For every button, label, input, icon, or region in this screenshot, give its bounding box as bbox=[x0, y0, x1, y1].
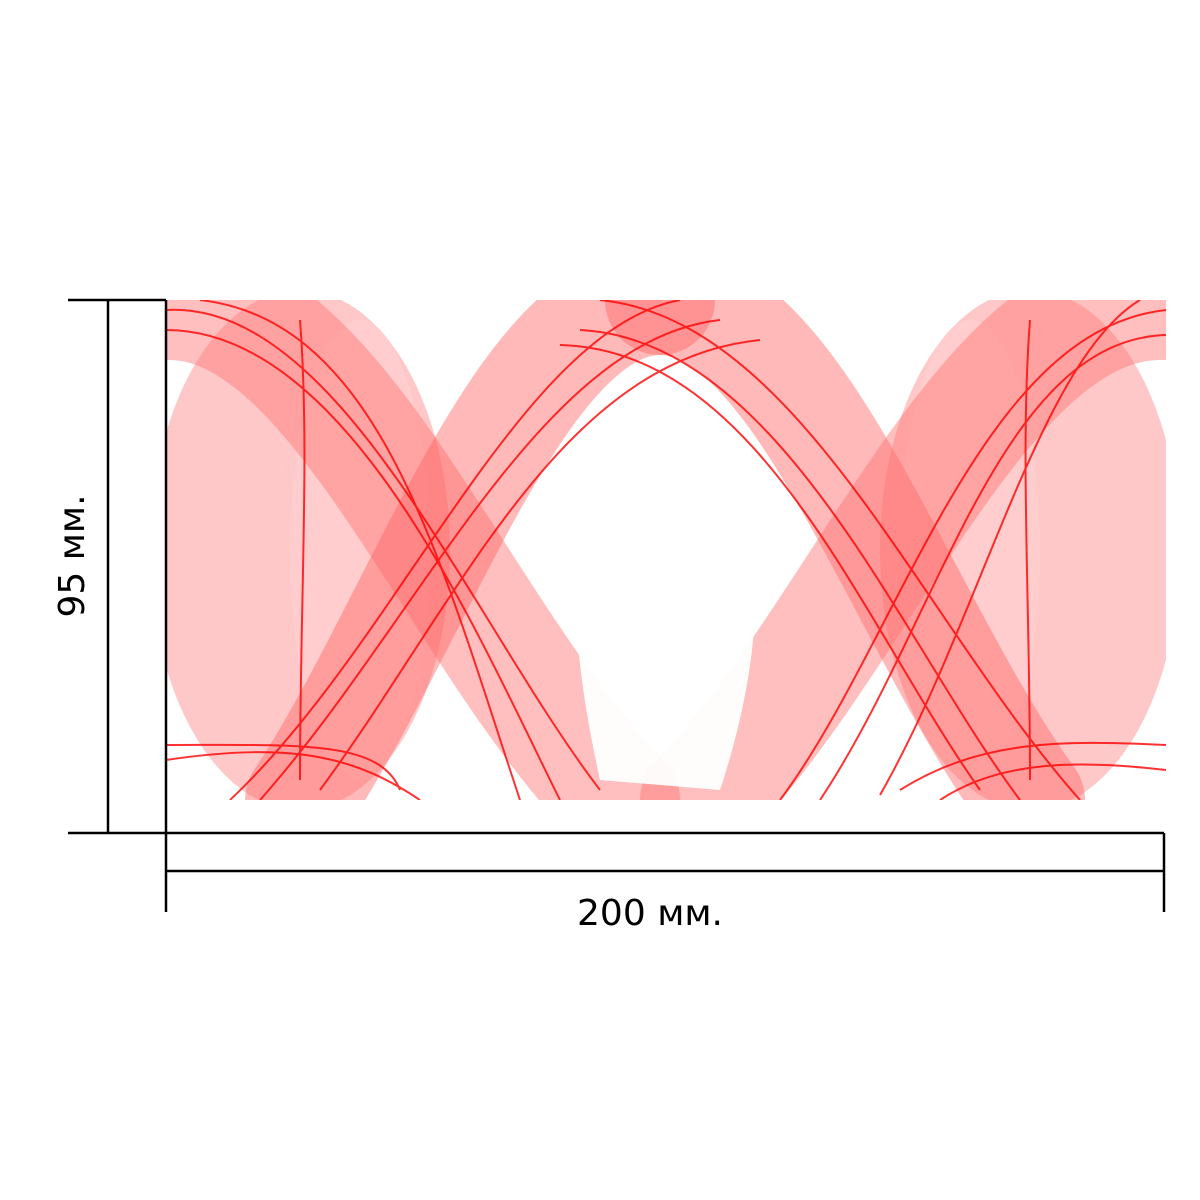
wave-strand bbox=[166, 743, 401, 791]
height-dimension bbox=[68, 298, 168, 835]
right-lens-inner bbox=[900, 320, 1040, 780]
wave-strand bbox=[166, 751, 421, 800]
wave-band bbox=[640, 300, 1166, 800]
center-white-shape bbox=[575, 400, 756, 790]
wave-strand bbox=[599, 300, 1081, 800]
wave-band bbox=[166, 300, 680, 800]
wave-strand bbox=[199, 300, 521, 800]
wave-strand bbox=[939, 763, 1166, 800]
wave-strand bbox=[166, 329, 561, 800]
wave-strand bbox=[879, 300, 1141, 796]
wave-strand bbox=[299, 319, 306, 781]
wave-strand bbox=[259, 319, 721, 800]
width-label: 200 мм. bbox=[577, 893, 723, 934]
wave-strand bbox=[899, 741, 1166, 791]
wave-strand bbox=[166, 308, 601, 791]
wave-strands bbox=[166, 300, 1166, 800]
wave-strand bbox=[779, 309, 1166, 800]
width-dimension bbox=[164, 831, 1166, 912]
height-label: 95 мм. bbox=[52, 494, 93, 617]
artwork-pattern bbox=[166, 300, 1166, 800]
wave-strand bbox=[579, 329, 1021, 800]
left-lens-inner bbox=[290, 320, 430, 780]
wave-strand bbox=[1024, 319, 1031, 781]
wave-strand bbox=[559, 344, 981, 791]
wave-strand bbox=[819, 334, 1166, 800]
